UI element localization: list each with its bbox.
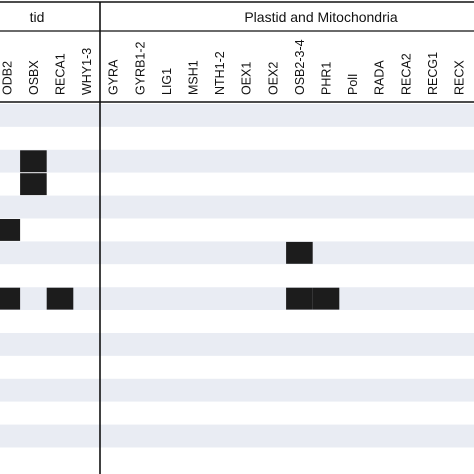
column-label: GYRA (107, 59, 121, 95)
row-stripe (0, 195, 474, 219)
group-label-plastid: tid (30, 9, 45, 25)
presence-cell (20, 150, 47, 173)
column-label: PHR1 (320, 62, 334, 95)
column-label: RECG1 (426, 52, 440, 95)
presence-cell (0, 287, 21, 310)
row-stripe (0, 287, 474, 311)
row-stripe (0, 241, 474, 265)
column-label: GYRB1-2 (133, 41, 147, 95)
presence-cell (46, 287, 74, 310)
column-label: ODB2 (0, 61, 14, 95)
column-label: RECX (453, 60, 467, 95)
column-label: NTH1-2 (213, 51, 227, 95)
row-stripe (0, 149, 474, 173)
column-label: PolI (346, 73, 360, 95)
row-stripe (0, 126, 474, 150)
column-label: OSBX (27, 60, 41, 95)
row-stripe (0, 424, 474, 448)
column-label: WHY1-3 (80, 48, 94, 95)
column-label: RECA1 (54, 53, 68, 95)
column-label: OEX2 (266, 62, 280, 95)
row-stripe (0, 264, 474, 288)
row-stripe (0, 378, 474, 402)
row-stripe (0, 447, 474, 471)
row-stripe (0, 333, 474, 356)
column-labels: ODB2 OSBX RECA1 WHY1-3 GYRA GYRB1-2 LIG1 MSH1 NT… (0, 39, 466, 95)
row-stripe (0, 401, 474, 425)
row-stripe (0, 355, 474, 379)
heatmap-cells (0, 150, 340, 310)
group-label-plastid-mitochondria: Plastid and Mitochondria (244, 9, 398, 25)
row-stripe (0, 104, 474, 127)
column-label: OSB2-3-4 (293, 39, 307, 95)
presence-cell (312, 287, 340, 310)
column-label: LIG1 (160, 68, 174, 95)
presence-cell (286, 287, 313, 310)
column-label: RECA2 (399, 53, 413, 95)
presence-cell (20, 173, 47, 196)
column-label: RADA (373, 60, 387, 95)
row-stripe (0, 172, 474, 196)
presence-cell (286, 241, 313, 264)
column-label: OEX1 (240, 62, 254, 95)
row-stripe (0, 218, 474, 242)
presence-cell (0, 219, 21, 241)
row-stripe (0, 310, 474, 333)
column-label: MSH1 (187, 60, 201, 95)
row-stripes (0, 104, 474, 471)
